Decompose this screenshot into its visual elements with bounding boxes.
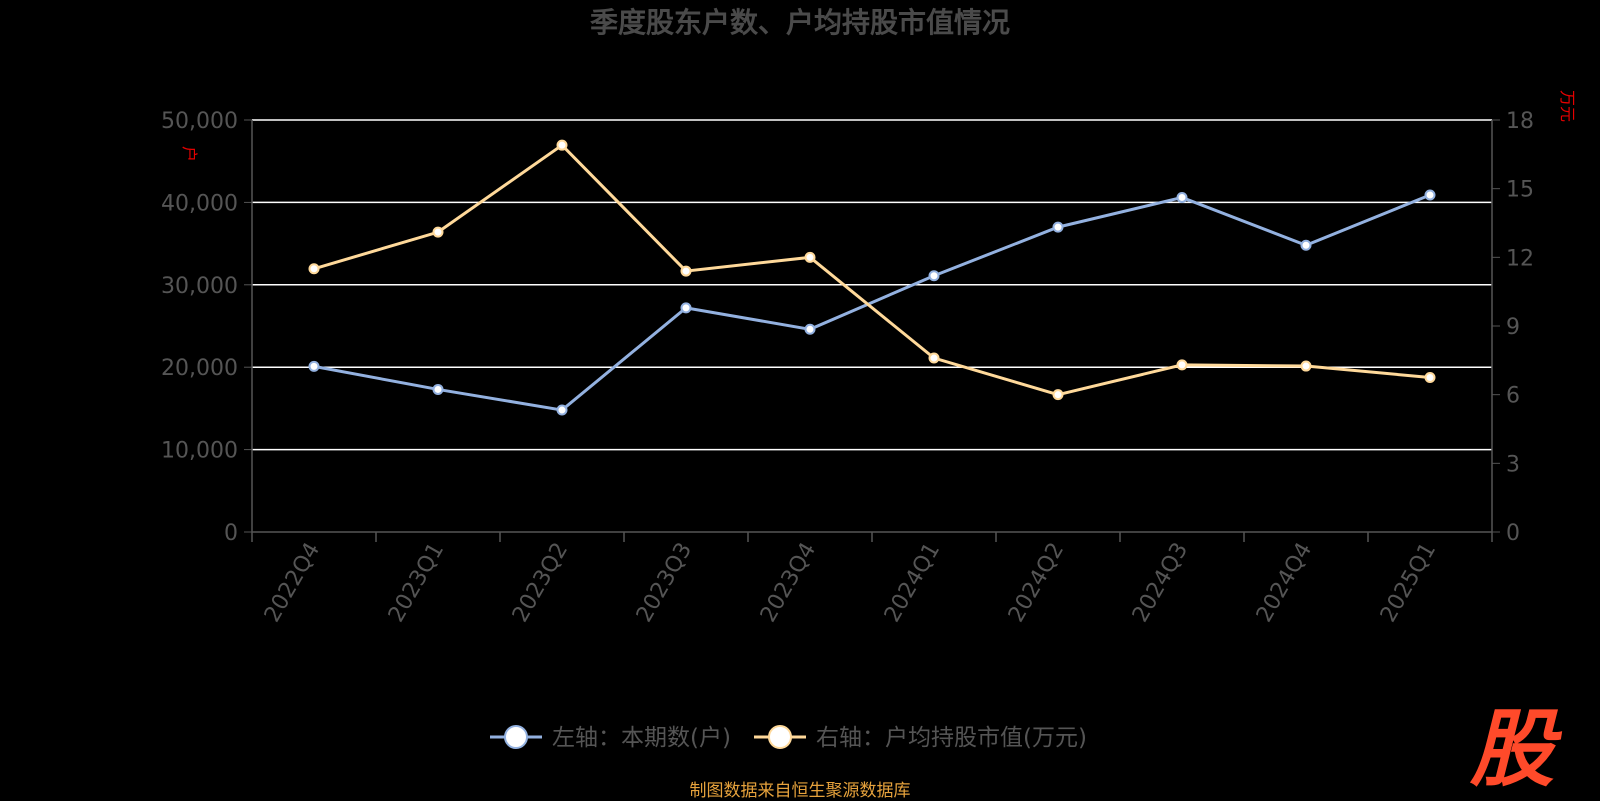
right-tick-label: 3 (1506, 452, 1520, 477)
x-tick-label: 2024Q4 (1252, 539, 1317, 627)
data-point (1300, 239, 1312, 251)
data-point (928, 270, 940, 282)
right-tick-label: 0 (1506, 521, 1520, 546)
data-point (556, 404, 568, 416)
right-tick-label: 6 (1506, 384, 1520, 409)
data-point (804, 251, 816, 263)
x-tick-label: 2024Q2 (1004, 539, 1069, 627)
series-line (313, 193, 1431, 412)
x-tick-label: 2023Q3 (632, 539, 697, 627)
data-point (308, 360, 320, 372)
legend-label: 右轴：户均持股市值(万元) (816, 725, 1087, 751)
legend: 左轴：本期数(户) 右轴：户均持股市值(万元) (490, 725, 1087, 751)
x-tick-label: 2023Q1 (384, 539, 449, 627)
data-point (308, 263, 320, 275)
data-point (1300, 360, 1312, 372)
data-point (432, 226, 444, 238)
grid-lines (252, 119, 1492, 451)
legend-label: 左轴：本期数(户) (552, 725, 731, 751)
left-tick-label: 30,000 (161, 274, 238, 299)
left-tick-label: 0 (224, 521, 238, 546)
data-point (680, 302, 692, 314)
data-source-note: 制图数据来自恒生聚源数据库 (689, 781, 911, 801)
x-tick-label: 2024Q1 (880, 539, 945, 627)
left-tick-label: 50,000 (161, 109, 238, 134)
right-tick-label: 18 (1506, 109, 1534, 134)
right-tick-label: 9 (1506, 315, 1520, 340)
data-point (1424, 372, 1436, 383)
left-tick-label: 20,000 (161, 356, 238, 381)
x-tick-label: 2023Q2 (508, 539, 573, 627)
left-tick-label: 10,000 (161, 439, 238, 464)
x-tick-label: 2024Q3 (1128, 539, 1193, 627)
left-axis-unit: 户 (180, 146, 199, 162)
x-tick-label: 2022Q4 (260, 539, 325, 627)
x-tick-label: 2025Q1 (1376, 539, 1441, 627)
legend-marker (768, 725, 792, 749)
data-point (804, 323, 816, 335)
data-point (928, 352, 940, 364)
legend-marker (504, 725, 528, 749)
x-tick-label: 2023Q4 (756, 539, 821, 627)
right-axis-unit: 万元 (1558, 90, 1577, 122)
right-tick-label: 12 (1506, 246, 1534, 271)
data-point (1052, 221, 1064, 233)
chart-title: 季度股东户数、户均持股市值情况 (590, 6, 1010, 39)
data-point (1176, 191, 1188, 203)
watermark-logo: 股 (1469, 700, 1563, 798)
data-point (556, 139, 568, 151)
data-point (1424, 189, 1436, 201)
series-layer (308, 139, 1436, 416)
right-tick-label: 15 (1506, 178, 1534, 203)
left-tick-label: 40,000 (161, 191, 238, 216)
data-point (680, 265, 692, 277)
data-point (1052, 389, 1064, 401)
data-point (1176, 359, 1188, 371)
series-line (313, 143, 1431, 397)
data-point (432, 383, 444, 395)
